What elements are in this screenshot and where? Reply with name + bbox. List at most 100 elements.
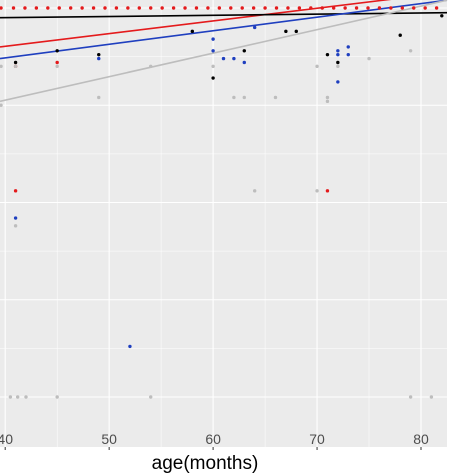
data-point-blue	[346, 52, 350, 57]
data-point-red	[46, 6, 50, 10]
data-point-red	[366, 6, 370, 10]
data-point-grey	[13, 64, 18, 69]
data-point-red	[274, 6, 279, 10]
data-point-blue	[336, 80, 340, 84]
data-point-red	[320, 6, 324, 10]
data-point-black	[190, 29, 195, 34]
data-point-grey	[15, 395, 20, 399]
data-point-grey	[0, 64, 3, 69]
trend-lines	[0, 0, 448, 103]
data-point-blue	[232, 56, 236, 61]
data-point-grey	[97, 95, 101, 100]
data-point-blue	[97, 56, 101, 61]
data-point-red	[400, 6, 404, 10]
data-point-grey	[8, 395, 13, 399]
data-point-grey	[232, 95, 236, 100]
data-point-red	[229, 6, 233, 10]
data-point-red	[297, 6, 302, 10]
data-point-grey	[24, 395, 28, 399]
trend-line-red	[0, 0, 392, 48]
data-point-black	[294, 29, 298, 34]
data-point-grey	[429, 395, 434, 399]
data-point-grey	[325, 95, 330, 100]
data-point-grey	[13, 224, 18, 228]
data-point-red	[183, 6, 187, 10]
data-point-blue	[336, 52, 340, 57]
data-point-red	[57, 6, 61, 10]
data-point-red	[68, 6, 73, 10]
x-tick-label: 80	[413, 431, 429, 447]
data-point-red	[354, 6, 359, 10]
data-point-black	[97, 52, 101, 57]
data-point-red	[171, 6, 176, 10]
data-point-red	[217, 6, 222, 10]
data-point-red	[114, 6, 119, 10]
x-tick-label: 50	[101, 431, 117, 447]
data-point-red	[389, 6, 393, 10]
x-tick-label: 70	[309, 431, 325, 447]
data-point-red	[423, 6, 427, 10]
data-point-red	[55, 60, 59, 65]
data-points	[0, 6, 444, 399]
data-point-blue	[221, 56, 226, 61]
data-point-black	[211, 76, 215, 80]
data-point-red	[91, 6, 96, 10]
data-point-red	[34, 6, 39, 10]
grid-lines	[0, 0, 447, 447]
data-point-red	[412, 6, 416, 10]
data-point-red	[194, 6, 199, 10]
data-point-black	[242, 49, 246, 53]
data-point-blue	[252, 25, 257, 30]
data-point-blue	[242, 60, 246, 65]
data-point-grey	[252, 189, 257, 193]
x-tick-label: 60	[205, 431, 221, 447]
data-point-red	[434, 6, 439, 10]
data-point-grey	[408, 395, 413, 399]
data-point-red	[206, 6, 210, 10]
data-point-black	[398, 33, 402, 37]
data-point-red	[331, 6, 336, 10]
data-point-red	[251, 6, 256, 10]
x-tick-label: 40	[0, 431, 13, 447]
data-point-red	[80, 6, 84, 10]
data-point-grey	[149, 64, 153, 69]
data-point-black	[55, 49, 59, 53]
plot-panel	[0, 0, 447, 447]
data-point-grey	[55, 64, 59, 69]
data-point-red	[343, 6, 347, 10]
data-point-blue	[128, 344, 132, 349]
data-point-red	[240, 6, 244, 10]
data-point-red	[137, 6, 141, 10]
data-point-grey	[55, 395, 59, 399]
data-point-grey	[211, 64, 215, 69]
data-point-blue	[336, 49, 340, 53]
data-point-grey	[336, 64, 340, 69]
data-point-grey	[0, 103, 3, 107]
data-point-black	[440, 14, 444, 18]
trend-line-black	[0, 11, 448, 19]
data-point-blue	[211, 37, 215, 41]
data-point-grey	[315, 189, 319, 193]
data-point-black	[325, 52, 330, 57]
data-point-red	[0, 6, 3, 10]
data-point-red	[23, 6, 27, 10]
data-point-grey	[367, 56, 371, 61]
trend-line-blue	[0, 0, 448, 60]
x-axis-title: age(months)	[152, 453, 259, 474]
data-point-blue	[211, 49, 215, 53]
data-point-red	[13, 189, 18, 193]
x-axis-ticks: 40 50 60 70 80	[0, 431, 429, 450]
data-point-grey	[408, 49, 413, 53]
data-point-grey	[149, 395, 153, 399]
data-point-red	[11, 6, 16, 10]
data-point-red	[286, 6, 290, 10]
data-point-black	[284, 29, 288, 34]
data-point-grey	[242, 95, 246, 100]
data-point-red	[377, 6, 382, 10]
data-point-blue	[346, 45, 350, 49]
data-point-blue	[13, 216, 18, 220]
data-point-red	[325, 189, 330, 193]
data-point-grey	[325, 99, 330, 104]
data-point-red	[309, 6, 313, 10]
